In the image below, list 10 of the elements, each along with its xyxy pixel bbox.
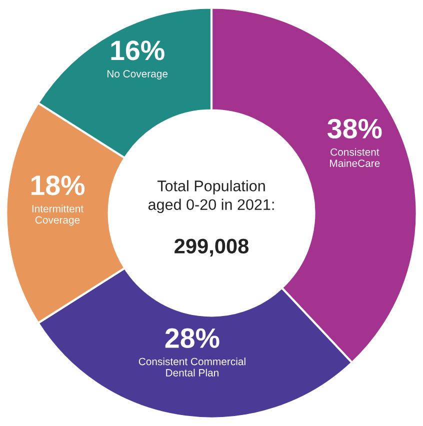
slice-label: No Coverage <box>107 70 168 80</box>
slice-label: Consistent Commercial Dental Plan <box>138 358 246 376</box>
data-label: 38% <box>328 118 382 139</box>
text: Total Population aged 0-20 in 2021: <box>148 180 274 214</box>
text: 299,008 <box>174 238 249 257</box>
data-label: 16% <box>111 40 164 60</box>
slice-label: Intermittent Coverage <box>32 204 84 226</box>
data-label: 28% <box>165 328 220 348</box>
data-label: 18% <box>31 176 85 196</box>
slice-label: Consistent MaineCare <box>330 148 380 167</box>
